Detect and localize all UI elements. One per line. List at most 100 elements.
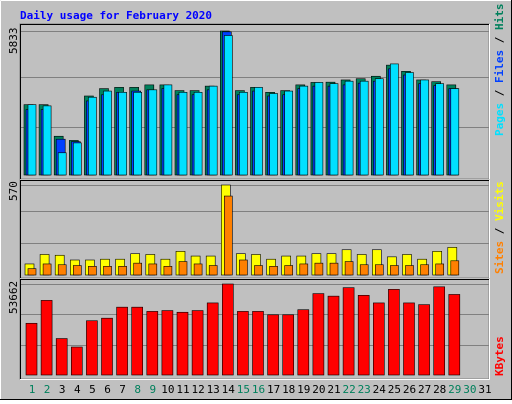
sites-bar bbox=[57, 264, 67, 276]
pages-bar bbox=[118, 91, 127, 176]
day-label: 11 bbox=[176, 383, 189, 396]
pages-bar bbox=[344, 80, 354, 176]
kbytes-bar bbox=[237, 311, 249, 376]
day-label: 20 bbox=[312, 383, 325, 396]
sites-bar bbox=[239, 259, 248, 276]
day-label: 24 bbox=[373, 383, 387, 396]
pages-bar bbox=[405, 72, 414, 176]
day-label: 2 bbox=[44, 383, 51, 396]
kbytes-bar bbox=[131, 306, 143, 376]
sites-bar bbox=[178, 261, 188, 276]
pages-bar bbox=[103, 90, 112, 176]
sites-bar bbox=[314, 262, 324, 276]
chart-title: Daily usage for February 2020 bbox=[20, 9, 212, 22]
sites-bar bbox=[344, 261, 354, 276]
day-label: 5 bbox=[89, 383, 96, 396]
day-label: 10 bbox=[161, 383, 174, 396]
pages-bar bbox=[420, 79, 429, 176]
pages-bar bbox=[163, 84, 173, 176]
kbytes-bar bbox=[86, 320, 98, 376]
legend-hits: Hits bbox=[493, 4, 506, 31]
kbytes-bar bbox=[176, 311, 189, 376]
sites-bar bbox=[208, 265, 218, 276]
day-label: 18 bbox=[282, 383, 295, 396]
day-label: 9 bbox=[149, 383, 156, 396]
sites-bar bbox=[42, 263, 52, 276]
sites-bar bbox=[374, 264, 384, 276]
pages-bar bbox=[435, 83, 445, 176]
day-label: 27 bbox=[418, 383, 431, 396]
kbytes-bar bbox=[252, 311, 264, 376]
pages-bar bbox=[284, 90, 294, 176]
sites-bar bbox=[27, 268, 37, 276]
kbytes-bar bbox=[388, 289, 400, 376]
kbytes-bar bbox=[297, 309, 310, 376]
day-label: 14 bbox=[222, 383, 236, 396]
pages-bar bbox=[299, 85, 309, 176]
hits-legend: Pages / Files / Hits bbox=[493, 4, 506, 137]
visits-axis-max-label: 570 bbox=[7, 181, 20, 201]
sites-bar bbox=[133, 262, 142, 276]
kbytes-bar bbox=[267, 314, 279, 376]
sites-bar bbox=[88, 266, 97, 276]
sites-bar bbox=[118, 266, 127, 276]
day-label: 17 bbox=[267, 383, 280, 396]
legend-visits: Visits bbox=[493, 181, 506, 221]
kbytes-bar bbox=[327, 295, 340, 376]
legend-files: Files bbox=[493, 50, 506, 83]
sites-bar bbox=[299, 263, 309, 276]
pages-bar bbox=[239, 91, 248, 176]
kbytes-axis-max-label: 53662 bbox=[7, 281, 20, 314]
day-label: 13 bbox=[207, 383, 220, 396]
kbytes-bar bbox=[191, 310, 204, 376]
sites-bar bbox=[284, 265, 294, 276]
sites-bar bbox=[73, 265, 82, 276]
day-label: 30 bbox=[463, 383, 476, 396]
pages-bar bbox=[359, 80, 369, 176]
kbytes-bar bbox=[448, 294, 461, 376]
kbytes-bar bbox=[55, 338, 68, 376]
day-label: 25 bbox=[388, 383, 401, 396]
day-label: 7 bbox=[119, 383, 126, 396]
sites-bar bbox=[420, 264, 429, 276]
kbytes-bar bbox=[116, 306, 128, 376]
pages-bar bbox=[73, 142, 82, 176]
day-label: 3 bbox=[59, 383, 66, 396]
kbytes-bar bbox=[71, 346, 83, 376]
kbytes-bar bbox=[282, 314, 295, 376]
kbytes-bar bbox=[418, 304, 430, 376]
sites-bar bbox=[163, 266, 173, 276]
pages-bar bbox=[178, 91, 188, 176]
day-label: 12 bbox=[191, 383, 204, 396]
pages-bar bbox=[254, 87, 263, 176]
sites-bar bbox=[390, 265, 399, 276]
day-label: 8 bbox=[134, 383, 141, 396]
day-label: 22 bbox=[342, 383, 355, 396]
sites-bar bbox=[450, 260, 460, 276]
day-label: 31 bbox=[478, 383, 491, 396]
pages-bar bbox=[390, 63, 399, 176]
sites-bar bbox=[435, 263, 445, 276]
pages-bar bbox=[374, 78, 384, 176]
day-label: 16 bbox=[252, 383, 265, 396]
kbytes-bar bbox=[357, 294, 370, 376]
kbytes-bar bbox=[161, 310, 174, 376]
sites-bar bbox=[148, 263, 158, 276]
pages-bar bbox=[208, 85, 218, 176]
kbytes-bar bbox=[222, 283, 234, 376]
sites-bar bbox=[269, 266, 278, 276]
sites-bar bbox=[254, 265, 263, 276]
sites-bar bbox=[329, 262, 339, 276]
kbytes-bar bbox=[372, 302, 385, 376]
pages-bar bbox=[329, 83, 339, 176]
day-labels: 1 2 3 4 5 6 7 8 9 10 11 12 13 14 15 16 17 18 19 20 21 22 23 24 2… bbox=[29, 383, 492, 396]
sites-bar bbox=[405, 265, 414, 276]
kbytes-bar bbox=[101, 317, 113, 376]
kbytes-bar bbox=[25, 322, 38, 376]
day-label: 4 bbox=[74, 383, 81, 396]
pages-bar bbox=[148, 89, 158, 176]
pages-bar bbox=[88, 96, 97, 176]
legend-kbytes: KBytes bbox=[493, 336, 506, 376]
